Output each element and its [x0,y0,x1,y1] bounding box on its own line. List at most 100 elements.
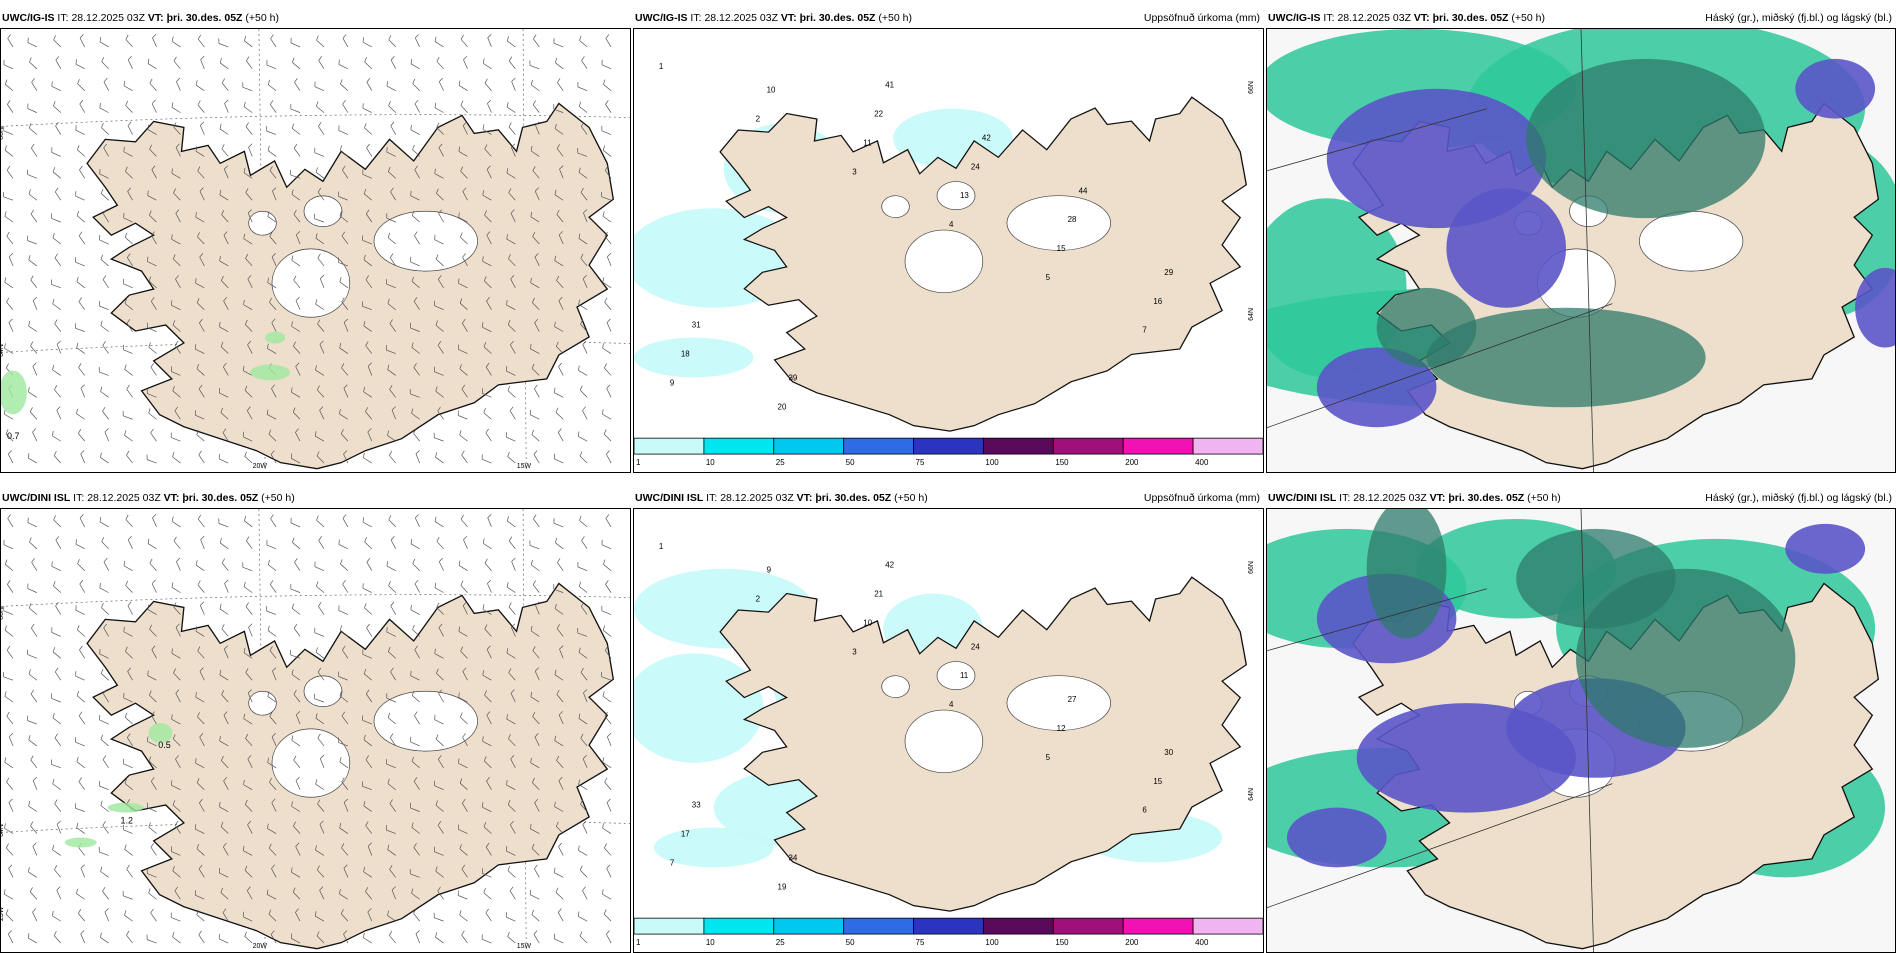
legend-tick: 150 [1055,458,1069,467]
legend-tick: 50 [846,458,855,467]
init-time: 28.12.2025 03Z [87,492,161,504]
precip-value: 17 [681,830,690,839]
lat-label: 64N [1248,788,1255,801]
mid-cloud [1287,808,1387,868]
glacier [882,676,910,698]
glacier [1007,676,1111,731]
legend-tick: 100 [985,458,999,467]
precip-value: 4 [949,220,954,229]
iceland-coastline [87,103,613,468]
precip-value: 33 [692,801,701,810]
precip-value: 7 [1142,326,1147,335]
wind-value: 1.2 [121,816,133,826]
map-panel-wind: UWC/DINI ISL IT: 28.12.2025 03Z VT: þri.… [0,488,631,953]
high-cloud [1526,59,1765,218]
precip-value: 6 [1142,806,1147,815]
precip-spot [108,803,144,813]
precip-value: 42 [885,561,894,570]
high-cloud [1516,529,1675,629]
precip-value: 22 [874,110,883,119]
glacier [249,691,277,715]
panel-title: UWC/DINI ISL IT: 28.12.2025 03Z VT: þri.… [1266,488,1896,508]
legend-tick: 400 [1195,458,1209,467]
precip-value: 44 [1079,186,1088,195]
legend-swatch [1123,438,1193,454]
legend-tick: 25 [776,938,785,947]
precip-value: 29 [1164,268,1173,277]
lead-time: (+50 h) [894,492,928,504]
legend-tick: 25 [776,458,785,467]
legend-tick: 1 [636,938,641,947]
legend-tick: 1 [636,458,641,467]
glacier [374,211,478,271]
precip-value: 28 [1068,215,1077,224]
lat-label: 64N [1,824,5,837]
it-label: IT: [690,12,701,24]
mid-cloud [1446,188,1566,307]
legend-swatch [983,438,1053,454]
glacier [905,710,983,773]
valid-time: þri. 30.des. 05Z [815,492,891,504]
precip-value: 15 [1057,244,1066,253]
field-label: Háský (gr.), miðský (fj.bl.) og lágský (… [1705,8,1892,28]
precip-spot [1,370,27,414]
precip-value: 12 [1057,724,1066,733]
precip-value: 39 [789,373,798,382]
legend-tick: 75 [916,938,925,947]
legend-swatch [704,918,774,934]
legend-swatch [634,438,704,454]
panel-title: UWC/IG-IS IT: 28.12.2025 03Z VT: þri. 30… [633,8,1264,28]
precip-value: 4 [949,700,954,709]
map-panel-cloud: UWC/DINI ISL IT: 28.12.2025 03Z VT: þri.… [1266,488,1896,953]
it-label: IT: [1323,12,1334,24]
precip-value: 1 [659,62,664,71]
it-label: IT: [1339,492,1350,504]
precip-value: 20 [778,402,787,411]
model-name: UWC/IG-IS [2,12,55,24]
map-canvas [1266,508,1896,953]
lon-label: 25W [1,906,5,921]
precip-spot [65,838,97,848]
panel-title: UWC/DINI ISL IT: 28.12.2025 03Z VT: þri.… [633,488,1264,508]
vt-label: VT: [148,12,164,24]
precip-value: 24 [971,642,980,651]
legend-tick: 150 [1055,938,1069,947]
map-panel-precip: UWC/IG-IS IT: 28.12.2025 03Z VT: þri. 30… [633,8,1264,473]
glacier [1007,196,1111,251]
lat-label: 66N [1,127,5,140]
legend-swatch [914,918,984,934]
precip-value: 1 [659,542,664,551]
legend-tick: 75 [916,458,925,467]
glacier [882,196,910,218]
legend-swatch [634,918,704,934]
wind-value: 0.7 [7,431,19,441]
panel-title: UWC/IG-IS IT: 28.12.2025 03Z VT: þri. 30… [1266,8,1896,28]
valid-time: þri. 30.des. 05Z [167,12,243,24]
legend-swatch [844,438,914,454]
glacier [1639,211,1743,271]
model-name: UWC/IG-IS [635,12,688,24]
lat-label: 66N [1,607,5,620]
legend-tick: 10 [706,938,715,947]
init-time: 28.12.2025 03Z [1337,12,1411,24]
precip-legend [634,438,1263,454]
lon-label: 15W [517,943,532,950]
legend-swatch [1193,918,1263,934]
precip-legend [634,918,1263,934]
glacier [937,182,975,210]
glacier [374,691,478,751]
legend-swatch [1053,438,1123,454]
glacier [905,230,983,293]
lead-time: (+50 h) [1527,492,1561,504]
legend-swatch [914,438,984,454]
precip-value: 10 [767,86,776,95]
model-name: UWC/DINI ISL [2,492,70,504]
legend-tick: 200 [1125,938,1139,947]
precip-value: 2 [756,595,761,604]
model-name: UWC/DINI ISL [635,492,703,504]
it-label: IT: [57,12,68,24]
